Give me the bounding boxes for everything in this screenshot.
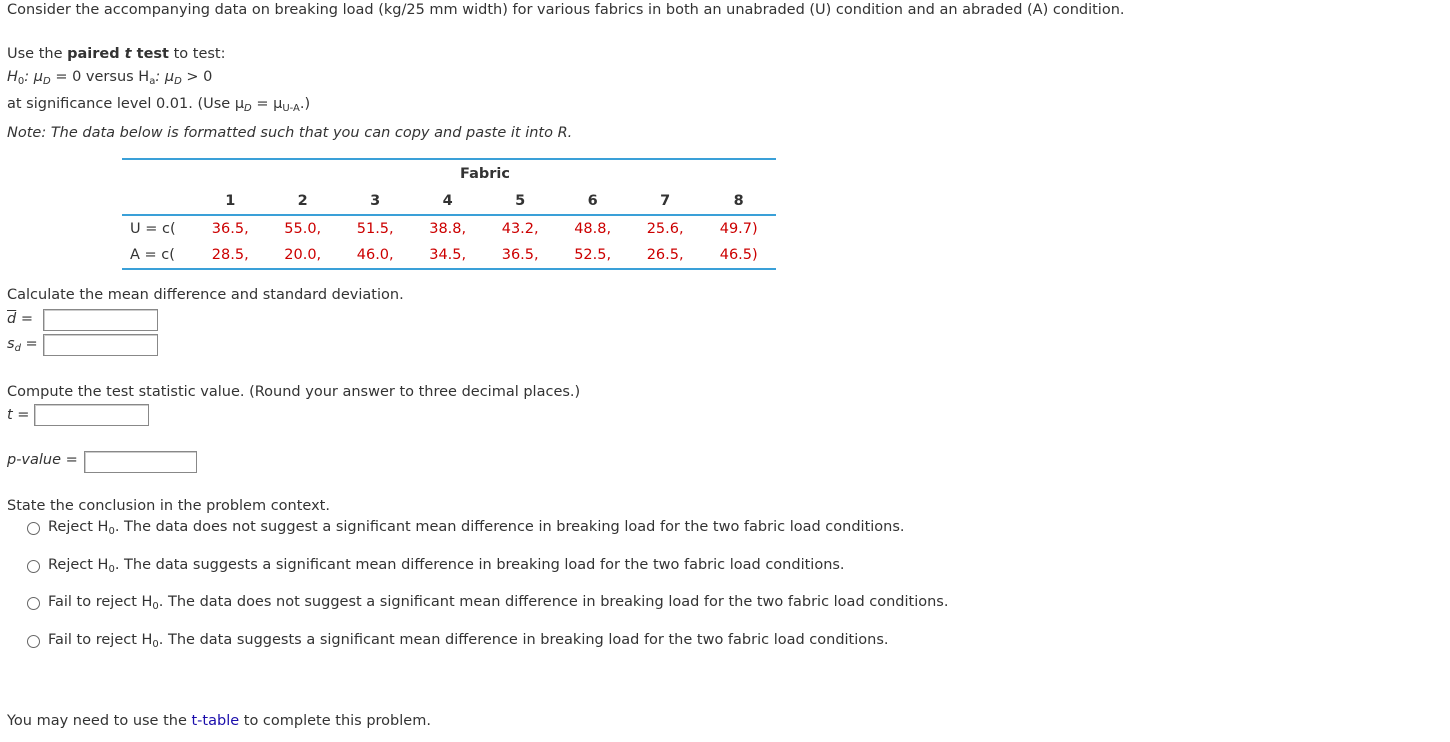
table-caption: Fabric <box>460 166 510 182</box>
option-2-label[interactable]: Reject H0. The data suggests a significa… <box>48 557 845 575</box>
conclusion-prompt: State the conclusion in the problem cont… <box>7 498 330 514</box>
table-cell: 20.0, <box>284 247 322 263</box>
table-cell: 48.8, <box>574 221 612 237</box>
column-header: 4 <box>442 193 453 209</box>
radio-option-1[interactable] <box>27 522 40 535</box>
table-cell: 28.5, <box>211 247 249 263</box>
table-cell: 46.0, <box>356 247 394 263</box>
column-header: 2 <box>297 193 308 209</box>
table-cell: 43.2, <box>501 221 539 237</box>
note-text: Note: The data below is formatted such t… <box>7 125 573 141</box>
stat-prompt: Compute the test statistic value. (Round… <box>7 384 581 400</box>
calc-prompt: Calculate the mean difference and standa… <box>7 287 404 303</box>
use-bold-paired: paired t test <box>67 46 169 62</box>
column-header: 6 <box>587 193 598 209</box>
table-cell: 36.5, <box>211 221 249 237</box>
column-header: 1 <box>225 193 236 209</box>
table-cell: 49.7) <box>719 221 758 237</box>
column-header: 3 <box>370 193 381 209</box>
use-test-line: Use the paired t test to test: <box>7 46 226 62</box>
hypothesis-line: H0: μD = 0 versus Ha: μD > 0 <box>7 69 213 87</box>
std-deviation-input[interactable] <box>43 334 158 356</box>
column-header: 7 <box>660 193 671 209</box>
mean-difference-input[interactable] <box>43 309 158 331</box>
table-cell: 52.5, <box>574 247 612 263</box>
table-cell: 36.5, <box>501 247 539 263</box>
row-label: U = c( <box>130 221 176 237</box>
column-header: 8 <box>733 193 744 209</box>
sd-label: sd = <box>7 336 38 354</box>
t-table-link[interactable]: t-table <box>191 713 240 729</box>
radio-option-3[interactable] <box>27 597 40 610</box>
table-row: A = c( 28.5, 20.0, 46.0, 34.5, 36.5, 52.… <box>122 242 776 269</box>
use-prefix: Use the <box>7 46 68 62</box>
dbar-label: d = <box>7 311 33 327</box>
t-label: t = <box>7 407 30 423</box>
significance-line: at significance level 0.01. (Use μD = μU… <box>7 96 311 114</box>
fabric-data-table: Fabric 1 2 3 4 5 6 7 8 U = c( 36.5, 55.0… <box>122 158 776 270</box>
table-cell: 46.5) <box>719 247 758 263</box>
p-value-input[interactable] <box>84 451 197 473</box>
table-cell: 55.0, <box>284 221 322 237</box>
table-cell: 51.5, <box>356 221 394 237</box>
table-cell: 26.5, <box>646 247 684 263</box>
table-cell: 25.6, <box>646 221 684 237</box>
option-3-label[interactable]: Fail to reject H0. The data does not sug… <box>48 594 949 612</box>
radio-option-4[interactable] <box>27 635 40 648</box>
table-cell: 38.8, <box>429 221 467 237</box>
radio-option-2[interactable] <box>27 560 40 573</box>
table-row: U = c( 36.5, 55.0, 51.5, 38.8, 43.2, 48.… <box>122 215 776 242</box>
option-4-label[interactable]: Fail to reject H0. The data suggests a s… <box>48 632 889 650</box>
p-value-label: p-value = <box>7 452 78 468</box>
t-statistic-input[interactable] <box>34 404 149 426</box>
use-suffix: to test: <box>169 46 226 62</box>
row-label: A = c( <box>130 247 175 263</box>
table-cell: 34.5, <box>429 247 467 263</box>
footer-text: You may need to use the t-table to compl… <box>7 713 431 729</box>
option-1-label[interactable]: Reject H0. The data does not suggest a s… <box>48 519 905 537</box>
intro-text: Consider the accompanying data on breaki… <box>7 2 1125 18</box>
column-header: 5 <box>515 193 526 209</box>
